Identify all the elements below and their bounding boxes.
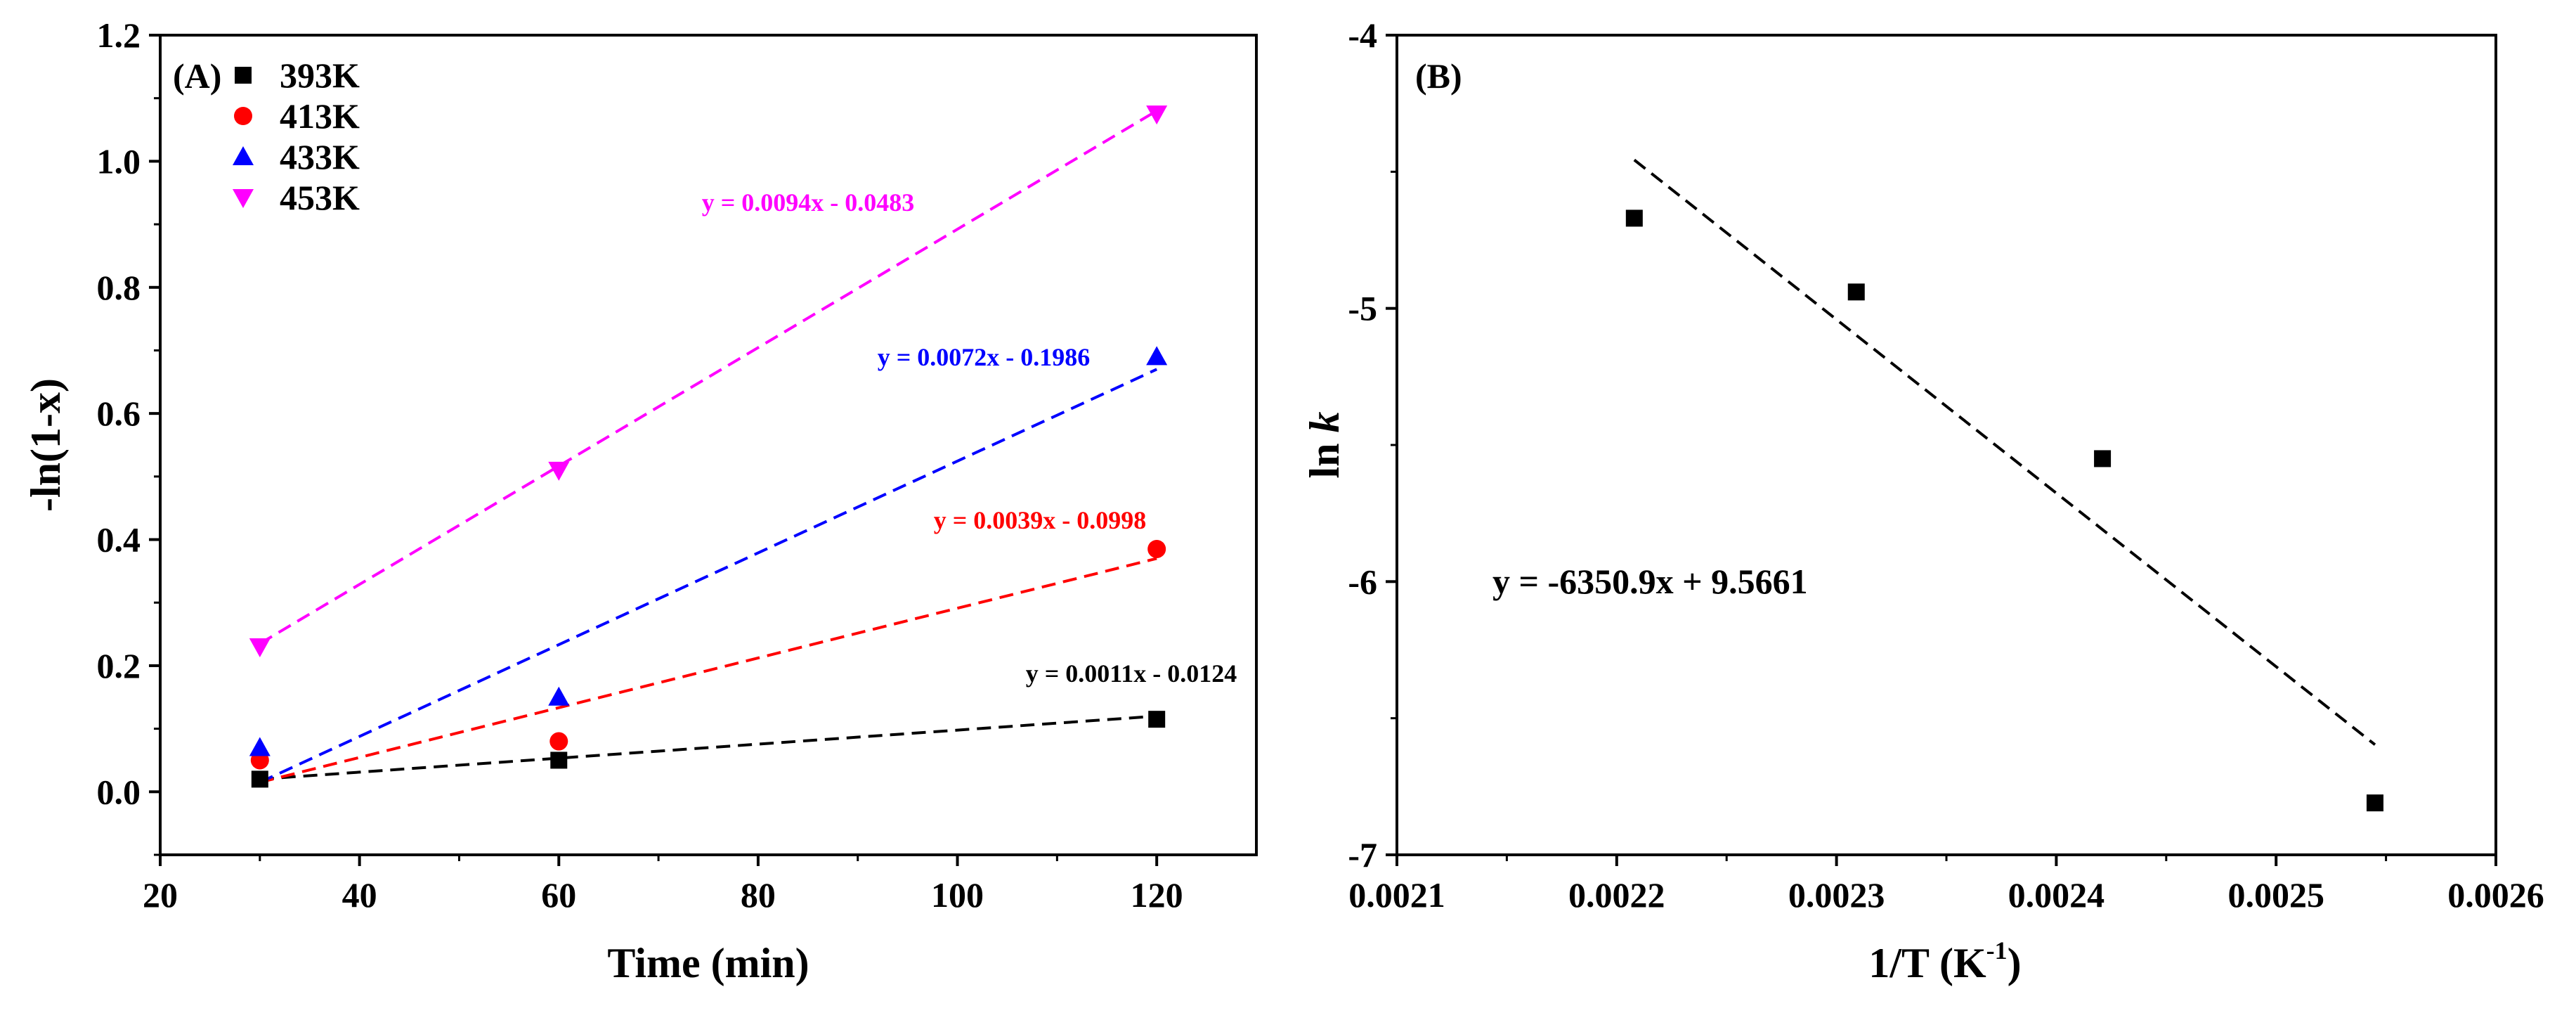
- panel-a-y-tick-label: 0.0: [97, 772, 141, 811]
- panel-a-label: (A): [173, 56, 221, 96]
- panel-b-point: [2366, 794, 2383, 812]
- panel-a-legend-marker-413K: [234, 107, 252, 125]
- panel-b-chart: 0.0021 0.0022 0.0023 0.0024 0.0025 0.0026 -7-…: [1301, 15, 2544, 986]
- panel-b-fit-equation: y = -6350.9x + 9.5661: [1492, 562, 1808, 601]
- panel-a-fit-equation-453K: y = 0.0094x - 0.0483: [702, 188, 915, 217]
- panel-b-y-tick-label: -5: [1348, 289, 1377, 328]
- panel-a-point-393K: [550, 751, 568, 769]
- panel-b-x-axis-label-sup: -1: [1986, 936, 2008, 964]
- panel-a-x-tick-label: 120: [1131, 875, 1183, 915]
- panel-b-plot-frame: [1396, 34, 2497, 856]
- panel-a-x-tick-label: 40: [342, 875, 377, 915]
- panel-b-y-ticks: -7 -6 -5 -4: [1348, 15, 1397, 875]
- panel-a-fit-equations: y = 0.0011x - 0.0124 y = 0.0039x - 0.0998…: [702, 188, 1237, 688]
- panel-a-point-453K: [548, 461, 570, 481]
- panel-a-y-axis-label: -ln(1-x): [22, 378, 69, 512]
- panel-a-x-tick-label: 20: [143, 875, 178, 915]
- panel-a-legend-marker-453K: [233, 189, 254, 208]
- panel-b-x-tick-label: 0.0022: [1568, 875, 1665, 915]
- panel-a-y-tick-label: 1.0: [97, 141, 141, 181]
- panel-a-point-413K: [1147, 539, 1166, 558]
- panel-b-y-tick-label: -7: [1348, 835, 1377, 875]
- panel-b-x-axis-label: 1/T (K-1): [1868, 936, 2021, 986]
- panel-b-data-points: [1625, 209, 2383, 812]
- panel-b-point: [1847, 283, 1865, 301]
- panel-a-chart: 20 40 60 80 100 120 0.0 0.2 0.4 0.6 0.8 1.0 1.2 y =…: [22, 15, 1258, 986]
- panel-b-label: (B): [1415, 56, 1462, 96]
- panel-a-fit-lines: [259, 109, 1158, 784]
- panel-a-data-points: [249, 105, 1168, 788]
- panel-a-y-ticks: 0.0 0.2 0.4 0.6 0.8 1.0 1.2: [97, 15, 160, 856]
- panel-b-x-ticks: 0.0021 0.0022 0.0023 0.0024 0.0025 0.0026: [1348, 855, 2544, 915]
- panel-a-point-393K: [251, 770, 268, 788]
- panel-a-point-433K: [1146, 346, 1168, 366]
- panel-a-plot-frame: [159, 34, 1258, 856]
- panel-a-fit-equation-393K: y = 0.0011x - 0.0124: [1026, 659, 1237, 688]
- panel-a-legend-label-413K: 413K: [280, 96, 360, 136]
- panel-b-point: [2094, 450, 2112, 467]
- panel-a-point-393K: [1148, 711, 1166, 728]
- panel-a-point-413K: [549, 732, 568, 751]
- panel-b-point: [1625, 209, 1643, 227]
- panel-a-legend-label-393K: 393K: [280, 56, 360, 95]
- panel-b-x-tick-label: 0.0025: [2227, 875, 2324, 915]
- panel-a-fit-line-413K: [259, 557, 1157, 784]
- panel-b-y-tick-label: -4: [1348, 15, 1377, 55]
- panel-a-point-433K: [548, 686, 570, 706]
- panel-b-x-tick-label: 0.0021: [1348, 875, 1445, 915]
- panel-a-y-tick-label: 0.2: [97, 646, 141, 685]
- panel-a-point-453K: [1146, 105, 1168, 125]
- panel-a-legend-label-433K: 433K: [280, 137, 360, 176]
- panel-b-x-tick-label: 0.0023: [1788, 875, 1885, 915]
- panel-b-y-axis-label-main: ln: [1301, 432, 1348, 478]
- panel-a-fit-line-433K: [259, 368, 1158, 784]
- panel-b-y-axis-label-italic: k: [1301, 411, 1348, 432]
- panel-a-fit-line-393K: [259, 714, 1157, 781]
- panel-a-fit-equation-433K: y = 0.0072x - 0.1986: [878, 343, 1091, 371]
- panel-b-x-axis-label-end: ): [2008, 940, 2022, 986]
- panel-a-x-tick-label: 100: [931, 875, 984, 915]
- panel-a-legend-marker-393K: [235, 67, 252, 84]
- panel-a-x-ticks: 20 40 60 80 100 120: [143, 855, 1183, 915]
- panel-a-x-axis-label: Time (min): [607, 940, 809, 986]
- panel-a-legend-marker-433K: [233, 146, 254, 165]
- panel-a-x-tick-label: 80: [741, 875, 776, 915]
- panel-b-y-tick-label: -6: [1348, 562, 1377, 601]
- panel-b-x-tick-label: 0.0024: [2008, 875, 2105, 915]
- panel-a-fit-equation-413K: y = 0.0039x - 0.0998: [934, 506, 1147, 534]
- panel-b-fit-line-group: [1633, 158, 2376, 746]
- panel-a-point-433K: [249, 737, 271, 756]
- panel-a-point-453K: [249, 638, 271, 658]
- panel-a-y-tick-label: 0.6: [97, 394, 141, 433]
- panel-a-x-tick-label: 60: [541, 875, 576, 915]
- panel-b-x-axis-label-main: 1/T (K: [1868, 940, 1986, 986]
- panel-a-legend-label-453K: 453K: [280, 178, 360, 217]
- panel-a-y-tick-label: 0.4: [97, 520, 141, 560]
- panel-a-y-tick-label: 0.8: [97, 268, 141, 307]
- panel-b-fit-line: [1633, 158, 2376, 746]
- panel-a-y-tick-label: 1.2: [97, 15, 141, 55]
- panel-b-x-tick-label: 0.0026: [2447, 875, 2544, 915]
- panel-b-y-axis-label: ln k: [1301, 411, 1348, 478]
